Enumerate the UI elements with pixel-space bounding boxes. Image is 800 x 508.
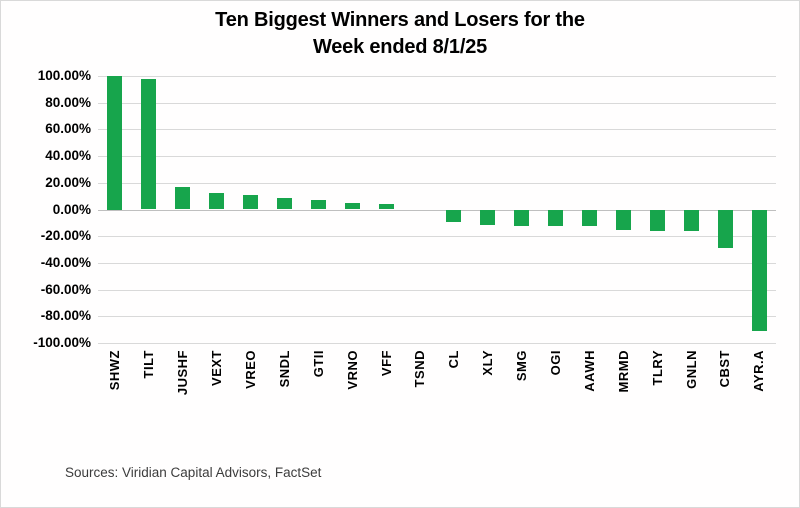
plot-area — [98, 76, 776, 344]
chart-title-line2: Week ended 8/1/25 — [312, 36, 488, 58]
gridline--20.00% — [98, 236, 776, 238]
bar-AYR.A — [751, 209, 767, 331]
y-tick-label: 100.00% — [37, 68, 91, 83]
chart-title: Ten Biggest Winners and Losers for the W… — [1, 7, 799, 61]
gridline-40.00% — [98, 156, 776, 158]
bar-VREO — [243, 194, 259, 210]
x-tick-label-TLRY: TLRY — [649, 350, 665, 386]
x-slot-AYR.A: AYR.A — [742, 350, 776, 450]
gridline--40.00% — [98, 262, 776, 264]
gridline-0.00% — [98, 209, 776, 211]
x-tick-label-CL: CL — [446, 350, 462, 369]
gridline-20.00% — [98, 182, 776, 184]
x-tick-label-JUSHF: JUSHF — [175, 350, 191, 396]
bar-SMG — [514, 209, 530, 226]
x-tick-label-VRNO: VRNO — [344, 350, 360, 390]
bar-JUSHF — [175, 186, 191, 210]
bar-OGI — [548, 209, 564, 226]
y-tick-label: 20.00% — [45, 174, 91, 190]
x-slot-VEXT: VEXT — [200, 350, 234, 450]
y-tick-label: -40.00% — [40, 254, 91, 270]
x-tick-label-MRMD: MRMD — [615, 350, 631, 393]
y-tick-label: -100.00% — [33, 335, 91, 350]
x-slot-CL: CL — [437, 350, 471, 450]
y-tick-label: -80.00% — [40, 308, 91, 324]
gridline--100.00% — [98, 343, 776, 344]
x-slot-OGI: OGI — [539, 350, 573, 450]
x-slot-VREO: VREO — [234, 350, 268, 450]
y-tick-label: -60.00% — [40, 281, 91, 297]
x-slot-XLY: XLY — [471, 350, 505, 450]
bar-TLRY — [649, 209, 665, 231]
x-tick-label-AAWH: AAWH — [581, 350, 597, 392]
x-slot-MRMD: MRMD — [606, 350, 640, 450]
bar-VRNO — [344, 203, 360, 210]
bar-GTII — [310, 200, 326, 210]
x-slot-VFF: VFF — [369, 350, 403, 450]
x-tick-label-GTII: GTII — [310, 350, 326, 378]
x-tick-label-SNDL: SNDL — [276, 350, 292, 388]
y-tick-label: 60.00% — [45, 121, 91, 137]
bar-AAWH — [582, 209, 598, 226]
gridline--60.00% — [98, 289, 776, 291]
x-slot-TSND: TSND — [403, 350, 437, 450]
bar-TILT — [141, 78, 157, 210]
bar-XLY — [480, 209, 496, 226]
bar-VFF — [378, 203, 394, 210]
gridline-80.00% — [98, 102, 776, 104]
bar-VEXT — [209, 192, 225, 210]
x-tick-label-OGI: OGI — [548, 350, 564, 376]
x-tick-label-AYR.A: AYR.A — [751, 350, 767, 392]
x-slot-TILT: TILT — [132, 350, 166, 450]
x-tick-label-VREO: VREO — [243, 350, 258, 389]
x-tick-label-SHWZ: SHWZ — [107, 350, 123, 391]
x-tick-label-TILT: TILT — [141, 350, 157, 379]
chart-title-line1: Ten Biggest Winners and Losers for the — [215, 9, 585, 31]
x-slot-VRNO: VRNO — [335, 350, 369, 450]
source-note: Sources: Viridian Capital Advisors, Fact… — [65, 465, 322, 480]
y-tick-label: 80.00% — [45, 94, 91, 110]
x-tick-label-XLY: XLY — [480, 350, 496, 376]
x-tick-label-SMG: SMG — [514, 350, 530, 382]
x-tick-label-VEXT: VEXT — [209, 350, 225, 386]
x-slot-SNDL: SNDL — [267, 350, 301, 450]
x-slot-AAWH: AAWH — [572, 350, 606, 450]
y-tick-label: 40.00% — [45, 148, 91, 164]
bar-SNDL — [276, 198, 292, 210]
x-slot-GTII: GTII — [301, 350, 335, 450]
x-slot-JUSHF: JUSHF — [166, 350, 200, 450]
x-slot-GNLN: GNLN — [674, 350, 708, 450]
gridline-100.00% — [98, 76, 776, 77]
gridline-60.00% — [98, 129, 776, 131]
x-slot-CBST: CBST — [708, 350, 742, 450]
x-tick-label-GNLN: GNLN — [683, 350, 699, 389]
bar-GNLN — [683, 209, 699, 232]
gridline--80.00% — [98, 316, 776, 318]
x-slot-SMG: SMG — [505, 350, 539, 450]
x-tick-label-VFF: VFF — [378, 350, 394, 377]
x-axis-labels: SHWZ TILT JUSHF VEXT VREO SNDL GTII VRNO VFF TSND… — [98, 350, 776, 450]
bar-SHWZ — [107, 76, 123, 210]
x-tick-label-TSND: TSND — [412, 350, 428, 388]
x-slot-SHWZ: SHWZ — [98, 350, 132, 450]
y-tick-label: -20.00% — [40, 228, 91, 244]
bar-CBST — [717, 209, 733, 249]
y-tick-label: 0.00% — [52, 201, 91, 217]
x-tick-label-CBST: CBST — [717, 350, 733, 388]
bar-MRMD — [615, 209, 631, 230]
x-slot-TLRY: TLRY — [640, 350, 674, 450]
bar-CL — [446, 209, 462, 222]
